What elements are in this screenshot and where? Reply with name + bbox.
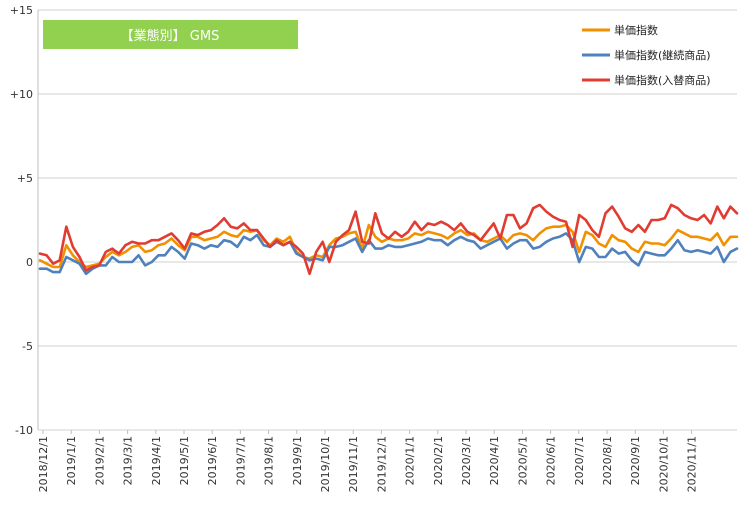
x-tick-label: 2019/12/1 bbox=[375, 436, 388, 492]
x-tick-label: 2020/9/1 bbox=[629, 436, 642, 485]
x-tick-label: 2020/3/1 bbox=[460, 436, 473, 485]
x-axis: 2018/12/1 2019/1/1 2019/2/1 2019/3/1 2019/4/… bbox=[37, 430, 699, 492]
x-tick-label: 2020/2/1 bbox=[432, 436, 445, 485]
y-tick-label: -5 bbox=[22, 340, 33, 353]
x-tick-label: 2019/6/1 bbox=[206, 436, 219, 485]
y-axis: +15 +10 +5 0 -5 -10 bbox=[10, 4, 39, 437]
y-tick-label: +5 bbox=[17, 172, 33, 185]
x-tick-label: 2019/8/1 bbox=[263, 436, 276, 485]
x-tick-label: 2019/5/1 bbox=[178, 436, 191, 485]
x-tick-label: 2019/7/1 bbox=[234, 436, 247, 485]
x-tick-label: 2019/4/1 bbox=[150, 436, 163, 485]
x-tick-label: 2020/8/1 bbox=[601, 436, 614, 485]
series-line-2 bbox=[38, 232, 739, 276]
y-tick-label: 0 bbox=[26, 256, 33, 269]
x-tick-label: 2020/5/1 bbox=[516, 436, 529, 485]
legend-label: 単価指数(継続商品) bbox=[614, 48, 711, 62]
x-tick-label: 2019/2/1 bbox=[93, 436, 106, 485]
grid bbox=[38, 9, 737, 431]
badge-text: 【業態別】 GMS bbox=[121, 28, 220, 44]
badge-background bbox=[43, 20, 298, 49]
y-tick-label: -10 bbox=[15, 424, 33, 437]
y-tick-label: +10 bbox=[10, 88, 33, 101]
x-tick-label: 2020/1/1 bbox=[404, 436, 417, 485]
x-tick-label: 2019/10/1 bbox=[319, 436, 332, 492]
legend-label: 単価指数(入替商品) bbox=[614, 73, 711, 87]
x-tick-label: 2019/3/1 bbox=[122, 436, 135, 485]
y-tick-label: +15 bbox=[10, 4, 33, 17]
x-tick-label: 2020/10/1 bbox=[657, 436, 670, 492]
x-tick-label: 2019/1/1 bbox=[65, 436, 78, 485]
legend-label: 単価指数 bbox=[614, 23, 658, 37]
x-tick-label: 2020/11/1 bbox=[686, 436, 699, 492]
series-group bbox=[38, 203, 739, 276]
x-tick-label: 2020/6/1 bbox=[545, 436, 558, 485]
x-tick-label: 2019/11/1 bbox=[347, 436, 360, 492]
x-tick-label: 2018/12/1 bbox=[37, 436, 50, 492]
chart-badge: 【業態別】 GMS bbox=[43, 20, 298, 49]
series-line-3 bbox=[38, 203, 739, 276]
x-tick-label: 2020/4/1 bbox=[488, 436, 501, 485]
x-tick-label: 2019/9/1 bbox=[291, 436, 304, 485]
x-tick-label: 2020/7/1 bbox=[573, 436, 586, 485]
